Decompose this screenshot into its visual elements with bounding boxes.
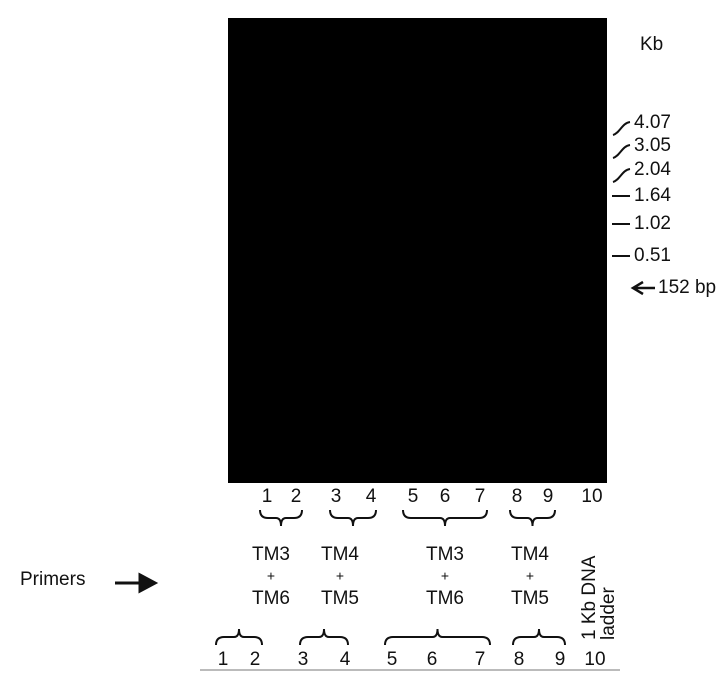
lane-number: 2 (291, 486, 302, 507)
primer-bottom: TM5 (511, 588, 549, 609)
primer-top: TM4 (321, 544, 359, 565)
primer-top: TM3 (252, 544, 290, 565)
marker-tick (613, 145, 630, 158)
lane-number: 1 (262, 486, 273, 507)
marker-label: 3.05 (634, 135, 671, 156)
primer-plus: + (526, 568, 534, 584)
bp-arrow (633, 282, 655, 294)
lane-number: 4 (366, 486, 377, 507)
brace (513, 629, 565, 645)
primer-plus: + (441, 568, 449, 584)
lane-number: 9 (543, 486, 554, 507)
lane-number: 6 (427, 649, 438, 670)
lane-number: 4 (340, 649, 351, 670)
brace (300, 629, 348, 645)
lane-number: 8 (514, 649, 525, 670)
lane-number: 7 (475, 486, 486, 507)
marker-label: 1.64 (634, 185, 671, 206)
primer-plus: + (267, 568, 275, 584)
lane-number: 5 (387, 649, 398, 670)
lane-number: 9 (555, 649, 566, 670)
brace (403, 510, 487, 526)
lane-number: 3 (298, 649, 309, 670)
primer-bottom: TM6 (252, 588, 290, 609)
lane-number: 10 (584, 649, 605, 670)
lane-number: 2 (250, 649, 261, 670)
primer-plus: + (336, 568, 344, 584)
primer-bottom: TM6 (426, 588, 464, 609)
brace (510, 510, 555, 526)
lane-number: 6 (440, 486, 451, 507)
lane-number: 5 (408, 486, 419, 507)
primer-top: TM3 (426, 544, 464, 565)
primer-bottom: TM5 (321, 588, 359, 609)
figure: Kb Primers 4.073.05 2.04 1.64 1.02 0.51 152 b… (0, 0, 724, 675)
brace (330, 510, 376, 526)
unit-label: Kb (640, 34, 663, 55)
brace (260, 510, 302, 526)
lane-number: 3 (331, 486, 342, 507)
brace (385, 629, 490, 645)
lane-number: 8 (512, 486, 523, 507)
ladder-label: 1 Kb DNA (579, 555, 600, 640)
gel-image (228, 18, 607, 483)
primers-label: Primers (20, 569, 85, 590)
lane-number: 10 (581, 486, 602, 507)
primers-arrow (115, 575, 155, 591)
lane-number: 7 (475, 649, 486, 670)
brace (216, 629, 262, 645)
primer-top: TM4 (511, 544, 549, 565)
marker-tick (613, 122, 630, 135)
marker-label: 0.51 (634, 245, 671, 266)
marker-label: 4.07 (634, 112, 671, 133)
marker-label: 1.02 (634, 213, 671, 234)
marker-label: 2.04 (634, 159, 671, 180)
lane-number: 1 (218, 649, 229, 670)
marker-tick (613, 169, 630, 182)
band-marker: 152 bp (658, 277, 716, 298)
ladder-label: ladder (598, 587, 619, 640)
